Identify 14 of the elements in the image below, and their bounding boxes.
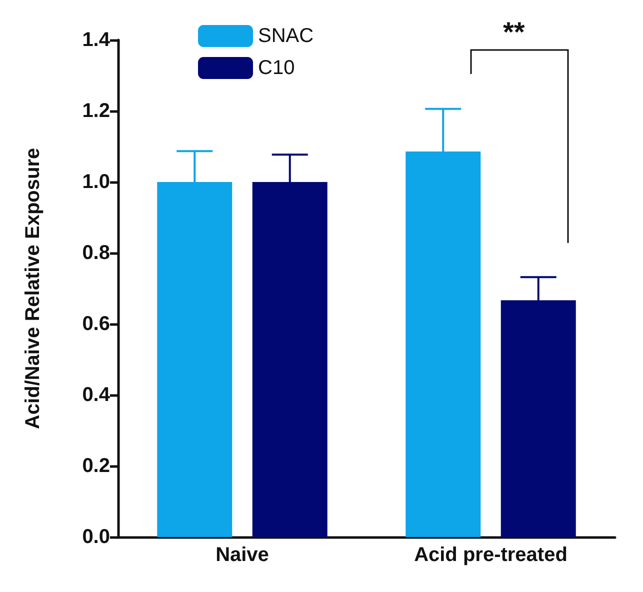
y-tick-label: 1.0 bbox=[82, 171, 110, 193]
y-tick-label: 1.4 bbox=[82, 29, 111, 51]
legend-label: C10 bbox=[258, 57, 295, 79]
y-tick-label: 0.0 bbox=[82, 526, 110, 548]
y-tick-label: 0.2 bbox=[82, 455, 110, 477]
y-tick-label: 0.4 bbox=[82, 384, 111, 406]
legend-label: SNAC bbox=[258, 25, 314, 47]
y-tick-label: 1.2 bbox=[82, 100, 110, 122]
y-axis-title: Acid/Naive Relative Exposure bbox=[22, 148, 44, 430]
y-tick-label: 0.8 bbox=[82, 242, 110, 264]
x-tick-label: Acid pre-treated bbox=[414, 544, 568, 566]
x-tick-label: Naive bbox=[216, 544, 269, 566]
y-tick-label: 0.6 bbox=[82, 313, 110, 335]
annotation: ** bbox=[503, 16, 525, 48]
